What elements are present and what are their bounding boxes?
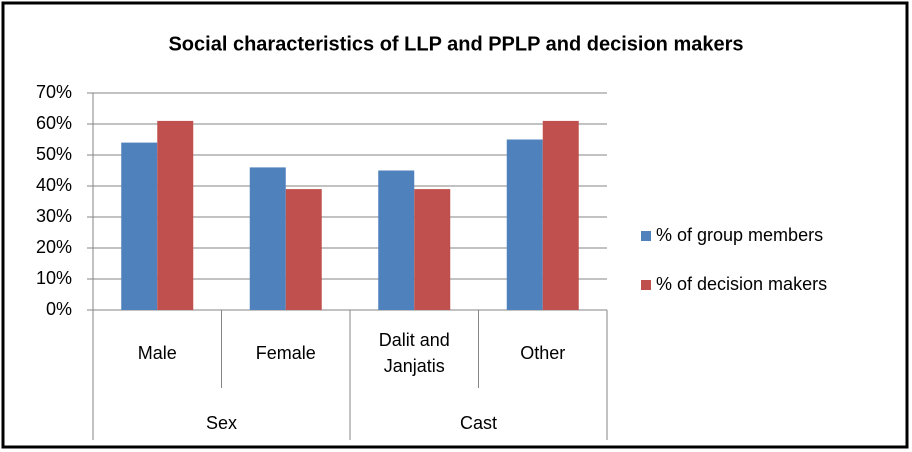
bar <box>121 142 158 310</box>
bar <box>378 170 415 310</box>
chart-title: Social characteristics of LLP and PPLP a… <box>168 33 743 55</box>
y-tick-label: 70% <box>36 82 72 102</box>
y-tick-label: 20% <box>36 237 72 257</box>
bar <box>157 120 194 311</box>
bar <box>414 189 451 310</box>
x-tick-label: Other <box>520 343 566 363</box>
y-tick-label: 60% <box>36 113 72 133</box>
x-tick-label: Male <box>137 343 177 363</box>
y-tick-label: 30% <box>36 206 72 226</box>
y-tick-label: 50% <box>36 144 72 164</box>
bar <box>506 139 543 310</box>
bar <box>249 167 286 310</box>
x-tick-label-box: Other <box>520 343 566 363</box>
legend-swatch <box>641 231 651 241</box>
y-tick-label: 10% <box>36 268 72 288</box>
bar <box>285 189 322 310</box>
x-tick-label: Female <box>255 343 316 363</box>
group-label: Sex <box>206 413 237 433</box>
legend-label: % of group members <box>656 225 823 245</box>
bar <box>542 120 579 311</box>
x-tick-label: Dalit and Janjatis <box>378 330 450 376</box>
x-tick-label-box: Dalit and Janjatis <box>378 330 450 376</box>
x-tick-label-box: Female <box>255 343 316 363</box>
y-tick-label: 40% <box>36 175 72 195</box>
group-label: Cast <box>460 413 497 433</box>
x-tick-label-box: Male <box>137 343 177 363</box>
legend-swatch <box>641 280 651 290</box>
legend-label: % of decision makers <box>656 274 827 294</box>
y-tick-label: 0% <box>46 299 72 319</box>
